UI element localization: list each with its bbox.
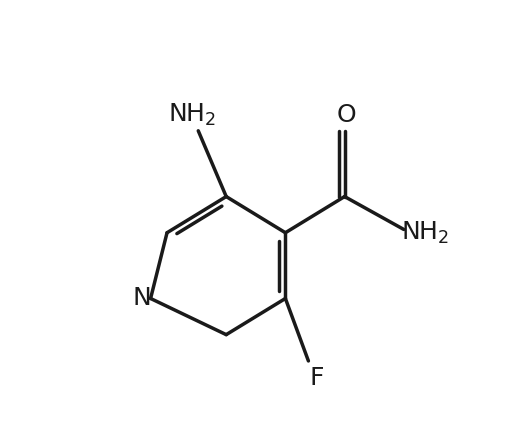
Text: F: F (309, 366, 324, 389)
Text: O: O (336, 103, 356, 127)
Text: NH$_2$: NH$_2$ (168, 102, 216, 128)
Text: N: N (132, 285, 151, 309)
Text: NH$_2$: NH$_2$ (401, 219, 449, 245)
